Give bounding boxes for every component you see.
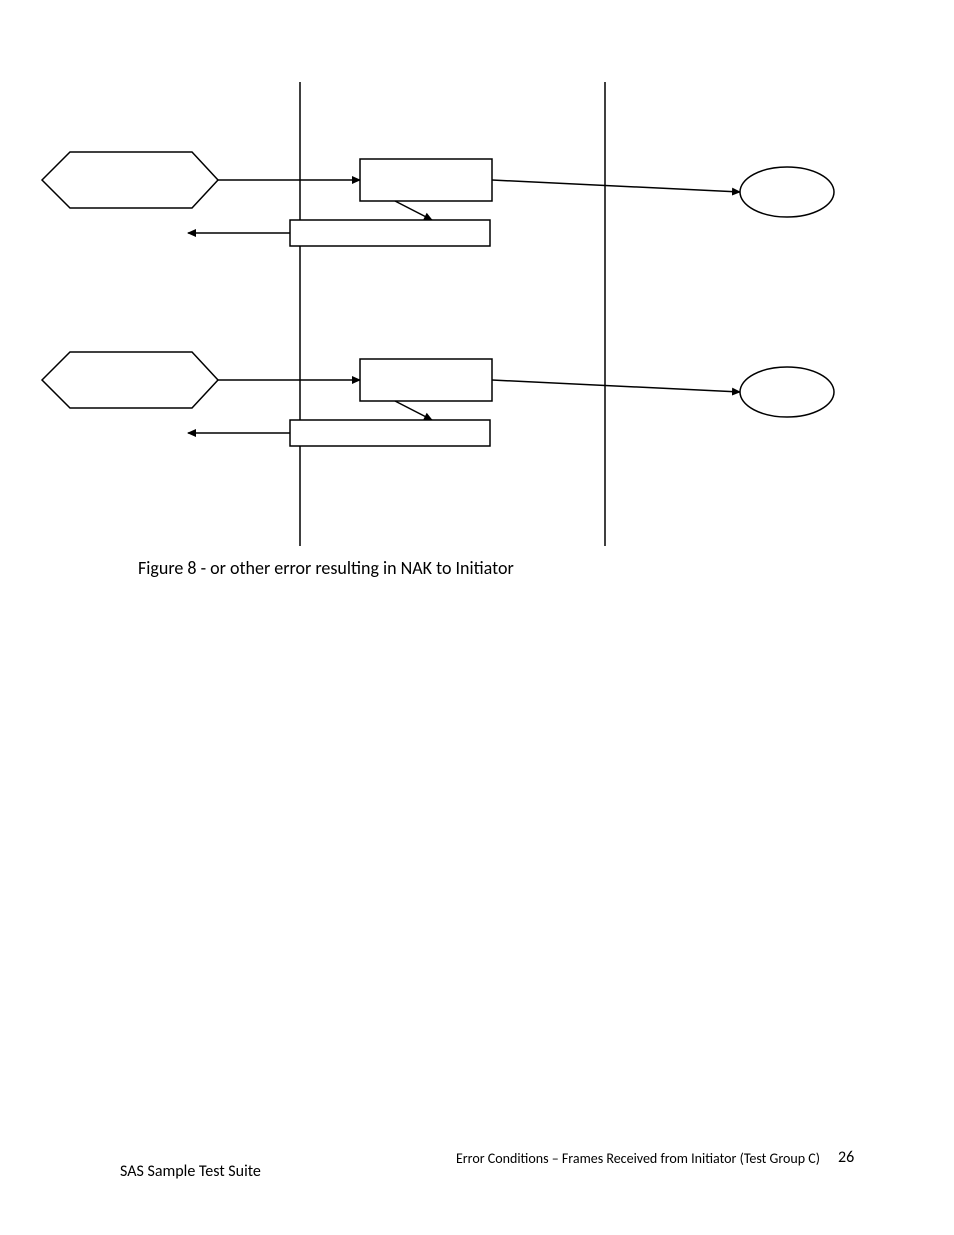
terminal-node xyxy=(740,167,834,217)
terminal-node xyxy=(740,367,834,417)
document-page: Figure 8 - or other error resulting in N… xyxy=(0,0,954,1235)
flow-arrow xyxy=(492,180,740,192)
flow-connector xyxy=(395,401,432,420)
process-box xyxy=(360,359,492,401)
process-box xyxy=(290,420,490,446)
process-box xyxy=(360,159,492,201)
hexagon-node xyxy=(42,152,218,208)
flow-connector xyxy=(395,201,432,220)
footer-right-text: Error Conditions – Frames Received from … xyxy=(400,1150,820,1167)
figure-caption: Figure 8 - or other error resulting in N… xyxy=(138,557,514,579)
flow-arrow xyxy=(492,380,740,392)
footer-left-text: SAS Sample Test Suite xyxy=(120,1162,261,1181)
hexagon-node xyxy=(42,352,218,408)
page-number: 26 xyxy=(838,1148,854,1167)
process-box xyxy=(290,220,490,246)
flowchart-diagram xyxy=(0,0,954,1235)
